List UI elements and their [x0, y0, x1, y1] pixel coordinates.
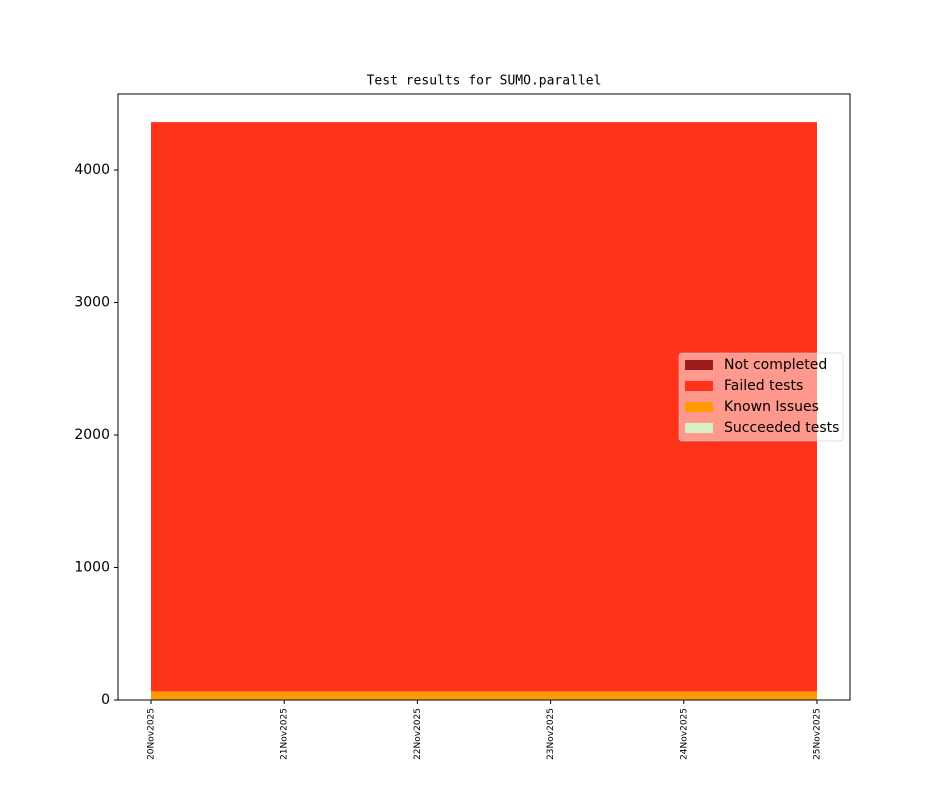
- legend-swatch: [685, 423, 713, 433]
- x-tick-label: 25Nov2025: [813, 708, 823, 760]
- y-tick-label: 4000: [74, 162, 110, 178]
- x-tick-label: 22Nov2025: [413, 708, 423, 760]
- x-tick-label: 23Nov2025: [546, 708, 556, 760]
- legend-swatch: [685, 381, 713, 391]
- area: [151, 122, 817, 692]
- legend-label: Not completed: [724, 357, 827, 373]
- legend: Not completed Failed tests Known Issues Suc…: [678, 352, 844, 442]
- x-tick-label: 24Nov2025: [679, 708, 689, 760]
- legend-label: Succeeded tests: [724, 420, 839, 436]
- plot-frame: [117, 93, 851, 701]
- legend-label: Known Issues: [724, 399, 819, 415]
- legend-box: [678, 352, 844, 442]
- legend-swatch: [685, 402, 713, 412]
- legend-swatch: [685, 360, 713, 370]
- x-tick-label: 21Nov2025: [280, 708, 290, 760]
- legend-label: Failed tests: [724, 378, 803, 394]
- chart-title: Test results for SUMO.parallel: [367, 74, 602, 89]
- y-tick-label: 0: [101, 692, 110, 708]
- area: [151, 691, 817, 700]
- y-tick-label: 2000: [74, 427, 110, 443]
- x-tick-label: 20Nov2025: [147, 708, 157, 760]
- y-tick-label: 1000: [74, 560, 110, 576]
- y-tick-label: 3000: [74, 295, 110, 311]
